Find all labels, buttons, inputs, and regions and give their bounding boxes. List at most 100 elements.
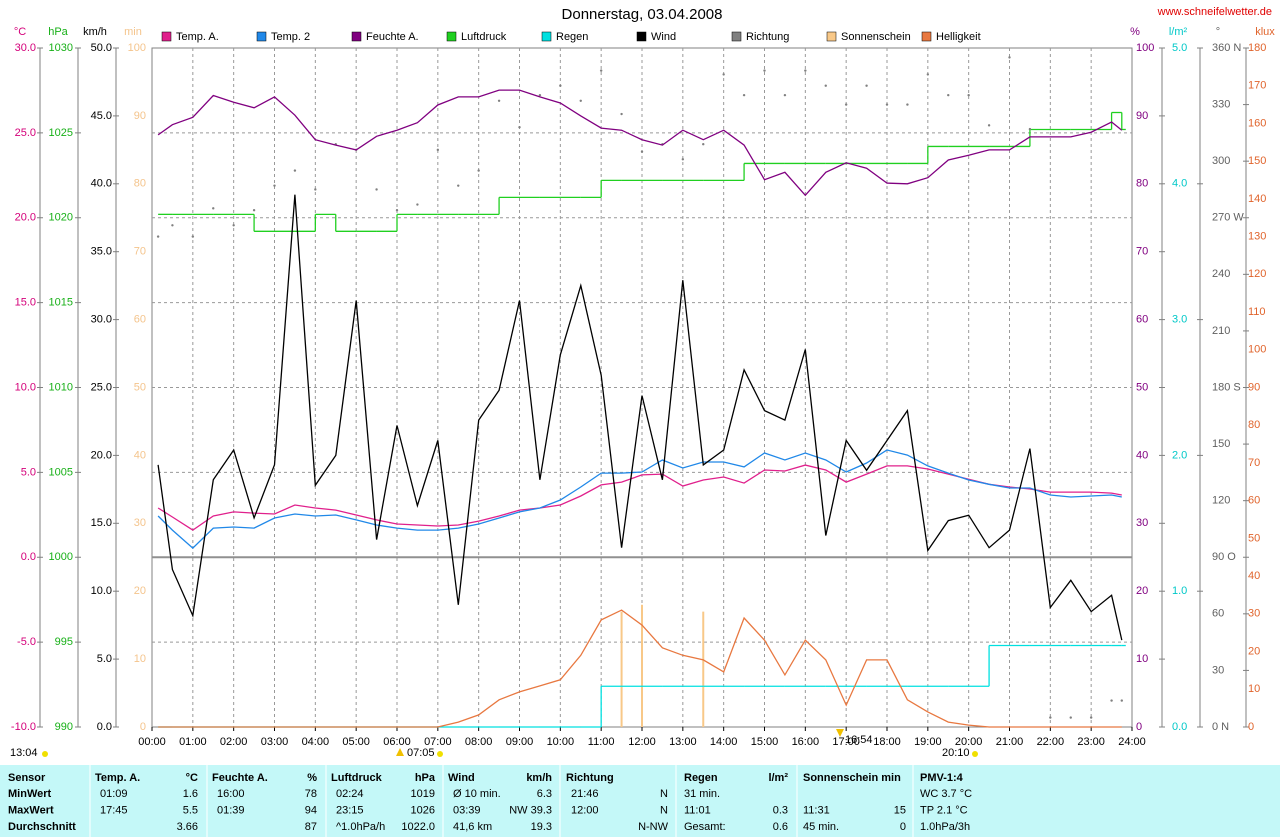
direction-dot [457,184,460,187]
y-tick-label: 70 [1248,457,1260,469]
table-cell: 78 [305,788,317,800]
axis-unit: ° [1216,26,1220,38]
y-tick-label: 140 [1248,193,1266,205]
x-tick-label: 21:00 [996,736,1024,748]
table-cell: 03:39 [453,805,481,817]
axis-unit: l/m² [1169,26,1188,38]
direction-dot [293,169,297,172]
y-tick-label: 90 [1248,381,1260,393]
y-tick-label: 1.0 [1172,585,1187,597]
y-tick-label: 1030 [49,42,73,54]
table-cell: Sonnenschein min [803,772,901,784]
table-cell: 45 min. [803,821,839,833]
axis-unit: % [1130,26,1140,38]
y-tick-label: 50 [1248,532,1260,544]
y-tick-label: 210 [1212,325,1230,337]
y-tick-label: 4.0 [1172,178,1187,190]
table-cell: MinWert [8,788,52,800]
legend-swatch [541,31,552,42]
y-tick-label: 80 [1248,419,1260,431]
direction-dot [804,69,807,72]
table-cell: 01:09 [100,788,128,800]
table-cell: Wind [448,772,475,784]
direction-dot [620,112,623,116]
y-tick-label: 1020 [49,212,73,224]
y-tick-label: 10 [1248,683,1260,695]
x-tick-label: 00:00 [138,736,166,748]
direction-dot [314,188,317,191]
legend-swatch [256,31,267,42]
table-cell: hPa [415,772,436,784]
direction-dot [538,93,542,97]
y-tick-label: 20.0 [15,212,36,224]
y-tick-label: 160 [1248,117,1266,129]
series-line [157,464,1122,531]
table-cell: ^1.0hPa/h [336,821,385,833]
y-tick-label: 15.0 [15,297,36,309]
table-cell: NW 39.3 [509,805,552,817]
y-tick-label: 20 [1248,645,1260,657]
series-line [157,194,1123,641]
y-tick-label: 60 [1248,495,1260,507]
table-cell: 6.3 [537,788,552,800]
table-separators [89,765,914,837]
legend-label: Sonnenschein [841,31,911,43]
y-tick-label: 90 O [1212,551,1236,563]
direction-dot [232,224,235,227]
moon-icon [42,751,48,757]
direction-dot [1110,699,1113,702]
y-tick-label: 30 [1136,517,1148,529]
table-cell: MaxWert [8,805,54,817]
legend-swatch [636,31,647,42]
y-tick-label: 15.0 [91,517,112,529]
y-tick-label: 0 [1136,721,1142,733]
y-tick-label: 90 [134,110,146,122]
x-tick-label: 09:00 [506,736,534,748]
direction-dot [1069,716,1072,719]
direction-dot [273,184,276,187]
legend-label: Richtung [746,31,789,43]
direction-dot [599,69,603,72]
y-tick-label: 270 W [1212,212,1244,224]
y-tick-label: 5.0 [21,466,36,478]
direction-dot [171,224,174,227]
table-cell: 16:00 [217,788,245,800]
legend-label: Temp. A. [176,31,219,43]
direction-dot [906,103,909,106]
y-tick-label: 2.0 [1172,449,1187,461]
chart-title: Donnerstag, 03.04.2008 [562,6,723,23]
annotation: 16:54 [845,734,873,746]
direction-dot [824,84,827,87]
x-tick-label: 16:00 [792,736,820,748]
table-cell: Regen [684,772,718,784]
y-tick-label: 300 [1212,155,1230,167]
y-tick-label: 40 [1248,570,1260,582]
direction-dot [1120,699,1123,702]
y-tick-label: 150 [1212,438,1230,450]
table-cell: 0.6 [773,821,788,833]
axis-unit: km/h [83,26,107,38]
series-line [157,449,1122,549]
y-tick-label: 25.0 [15,127,36,139]
legend-swatch [161,31,172,42]
direction-dot [579,99,582,103]
y-tick-label: 60 [134,314,146,326]
table-cell: Temp. A. [95,772,140,784]
table-cell: N [660,805,668,817]
y-tick-label: 30 [134,517,146,529]
direction-dot [497,99,501,103]
legend-swatch [351,31,362,42]
x-tick-label: 13:00 [669,736,697,748]
y-tick-label: -10.0 [11,721,36,733]
direction-dot [1028,127,1032,131]
table-cell: 31 min. [684,788,720,800]
table-cell: % [307,772,317,784]
x-tick-label: 04:00 [302,736,330,748]
y-tick-label: 60 [1212,608,1224,620]
legend-label: Temp. 2 [271,31,310,43]
legend-label: Helligkeit [936,31,981,43]
legend-label: Luftdruck [461,31,507,43]
x-tick-label: 19:00 [914,736,942,748]
